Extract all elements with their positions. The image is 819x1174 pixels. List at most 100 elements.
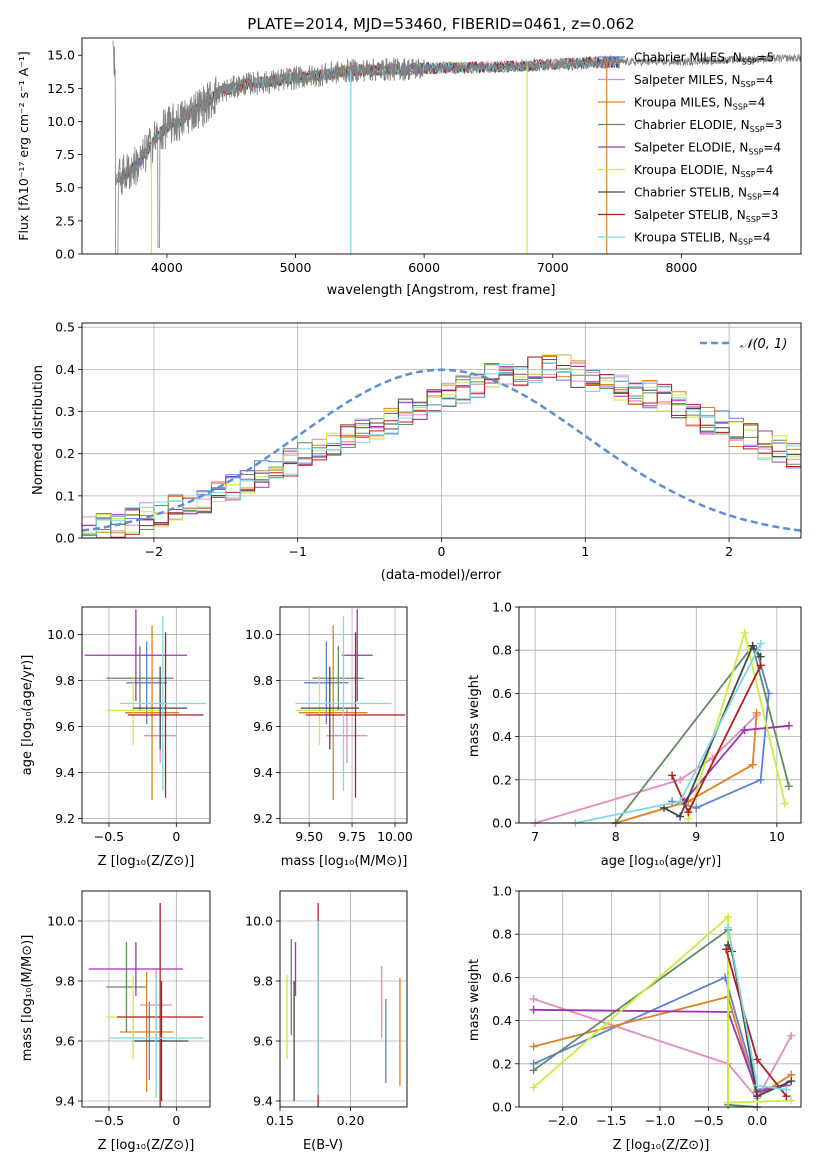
y-tick-label: 9.8 bbox=[253, 673, 273, 688]
x-tick-label: 7 bbox=[531, 829, 539, 844]
legend-label-salpeter_elodie: Salpeter ELODIE, NSSP=4 bbox=[634, 141, 781, 157]
y-tick-label: 10.0 bbox=[47, 914, 75, 929]
x-tick-label: 7000 bbox=[537, 260, 569, 275]
x-tick-label: 10.00 bbox=[377, 829, 413, 844]
weight-point-chabrier_miles bbox=[692, 803, 701, 812]
spectrum-legend: Chabrier MILES, NSSP=5 Salpeter MILES, NS… bbox=[598, 51, 782, 247]
y-tick-label: 10.0 bbox=[245, 627, 273, 642]
age-weight-xlabel: age [log₁₀(age/yr)] bbox=[601, 854, 722, 869]
residual-histogram-kroupa_stelib bbox=[82, 362, 801, 538]
weight-point-salpeter_stelib bbox=[684, 808, 693, 817]
weight-point-chabrier_miles bbox=[756, 775, 765, 784]
weight-point-chabrier_stelib bbox=[756, 652, 765, 661]
axes-frame bbox=[279, 606, 408, 824]
x-tick-label: −0.5 bbox=[94, 829, 124, 844]
x-tick-label: 8000 bbox=[665, 260, 697, 275]
y-tick-label: 7.5 bbox=[55, 147, 75, 162]
weight-line-kroupa_miles bbox=[533, 995, 792, 1098]
legend-label-chabrier_stelib: Chabrier STELIB, NSSP=4 bbox=[634, 186, 780, 202]
weight-point-chabrier_stelib bbox=[753, 1092, 762, 1101]
x-tick-label: 0.20 bbox=[337, 1113, 365, 1128]
y-tick-label: 15.0 bbox=[47, 48, 75, 63]
spectrum-panel: 4000 5000 6000 7000 8000 0.0 2.5 5.0 7.5 10.0 12.5… bbox=[47, 37, 802, 275]
y-tick-label: 10.0 bbox=[47, 114, 75, 129]
z-mass-xlabel: Z [log₁₀(Z/Z⊙)] bbox=[98, 1138, 195, 1153]
weight-point-salpeter_stelib bbox=[753, 1055, 762, 1064]
axes-frame bbox=[279, 890, 408, 1108]
residuals-panel: −2 −1 0 1 2 0.0 0.1 0.2 0.3 0.4 0.5 bbox=[55, 320, 802, 559]
z-age-panel: −0.5 0 9.2 9.4 9.6 9.8 10.0 bbox=[47, 606, 211, 844]
weight-point-kroupa_elodie bbox=[787, 1096, 796, 1105]
z-weight-ylabel: mass weight bbox=[467, 959, 482, 1041]
spectrum-ylabel: Flux [fλ10⁻¹⁷ erg cm⁻² s⁻¹ A⁻¹] bbox=[16, 51, 31, 240]
y-tick-label: 1.0 bbox=[492, 884, 512, 899]
y-tick-label: 5.0 bbox=[55, 180, 75, 195]
y-tick-label: 0.0 bbox=[492, 1100, 512, 1115]
weight-point-kroupa_miles bbox=[748, 760, 757, 769]
y-tick-label: 0.3 bbox=[55, 404, 75, 419]
x-tick-label: 0 bbox=[438, 544, 446, 559]
y-tick-label: 1.0 bbox=[492, 600, 512, 615]
legend-label-chabrier_miles: Chabrier MILES, NSSP=5 bbox=[634, 51, 774, 67]
weight-point-chabrier_stelib bbox=[748, 641, 757, 650]
y-tick-label: 0.0 bbox=[55, 247, 75, 262]
x-tick-label: −2.0 bbox=[548, 1113, 578, 1128]
x-tick-label: 9.75 bbox=[338, 829, 366, 844]
z-mass-ylabel: mass [log₁₀(M/M⊙)] bbox=[20, 935, 35, 1062]
residuals-xlabel: (data-model)/error bbox=[381, 568, 502, 583]
y-tick-label: 9.6 bbox=[55, 1034, 75, 1049]
x-tick-label: 0 bbox=[172, 829, 180, 844]
weight-point-kroupa_stelib bbox=[724, 923, 733, 932]
residuals-legend: 𝒩(0, 1) bbox=[700, 337, 787, 352]
age-weight-panel: 7 8 9 10 0.0 0.2 0.4 0.6 0.8 1.0 bbox=[492, 600, 802, 844]
y-tick-label: 0.6 bbox=[492, 686, 512, 701]
ebv-mass-xlabel: E(B-V) bbox=[303, 1138, 343, 1153]
weight-point-chabrier_stelib bbox=[787, 1077, 796, 1086]
z-age-xlabel: Z [log₁₀(Z/Z⊙)] bbox=[98, 854, 195, 869]
x-tick-label: 6000 bbox=[408, 260, 440, 275]
weight-point-kroupa_stelib bbox=[753, 1081, 762, 1090]
y-tick-label: 9.8 bbox=[253, 974, 273, 989]
z-mass-panel: −0.5 0 9.4 9.6 9.8 10.0 bbox=[47, 890, 211, 1128]
weight-point-kroupa_miles bbox=[529, 1042, 538, 1051]
y-tick-label: 0.2 bbox=[492, 772, 512, 787]
y-tick-label: 9.4 bbox=[55, 765, 75, 780]
y-tick-label: 0.8 bbox=[492, 927, 512, 942]
weight-point-chabrier_miles bbox=[764, 689, 773, 698]
y-tick-label: 0.2 bbox=[492, 1056, 512, 1071]
weight-point-salpeter_stelib bbox=[722, 945, 731, 954]
x-tick-label: 1 bbox=[581, 544, 589, 559]
x-tick-label: 2 bbox=[725, 544, 733, 559]
y-tick-label: 2.5 bbox=[55, 213, 75, 228]
x-tick-label: 10 bbox=[769, 829, 785, 844]
weight-point-kroupa_elodie bbox=[780, 799, 789, 808]
weight-line-kroupa_miles bbox=[615, 712, 758, 824]
legend-label-salpeter_stelib: Salpeter STELIB, NSSP=3 bbox=[634, 208, 778, 224]
y-tick-label: 0.0 bbox=[55, 531, 75, 546]
weight-point-chabrier_elodie bbox=[784, 782, 793, 791]
y-tick-label: 12.5 bbox=[47, 81, 75, 96]
weight-point-salpeter_elodie bbox=[740, 726, 749, 735]
axes-frame bbox=[81, 322, 802, 539]
x-tick-label: −1 bbox=[288, 544, 306, 559]
gaussian-curve bbox=[81, 368, 802, 532]
residuals-ylabel: Normed distribution bbox=[31, 365, 46, 495]
observed-spectrum bbox=[112, 40, 801, 254]
age-weight-ylabel: mass weight bbox=[467, 675, 482, 757]
y-tick-label: 9.4 bbox=[253, 1094, 273, 1109]
x-tick-label: −1.5 bbox=[596, 1113, 626, 1128]
weight-point-salpeter_elodie bbox=[529, 1005, 538, 1014]
x-tick-label: −1.0 bbox=[645, 1113, 675, 1128]
y-tick-label: 0.0 bbox=[492, 816, 512, 831]
x-tick-label: 0.15 bbox=[266, 1113, 294, 1128]
x-tick-label: 0 bbox=[172, 1113, 180, 1128]
y-tick-label: 9.2 bbox=[55, 811, 75, 826]
mass-age-xlabel: mass [log₁₀(M/M⊙)] bbox=[281, 854, 408, 869]
axes-frame bbox=[518, 890, 802, 1108]
x-tick-label: 9 bbox=[692, 829, 700, 844]
spectrum-title: PLATE=2014, MJD=53460, FIBERID=0461, z=0… bbox=[247, 15, 634, 33]
z-weight-xlabel: Z [log₁₀(Z/Z⊙)] bbox=[613, 1138, 710, 1153]
axes-frame bbox=[518, 606, 802, 824]
weight-point-kroupa_miles bbox=[752, 708, 761, 717]
